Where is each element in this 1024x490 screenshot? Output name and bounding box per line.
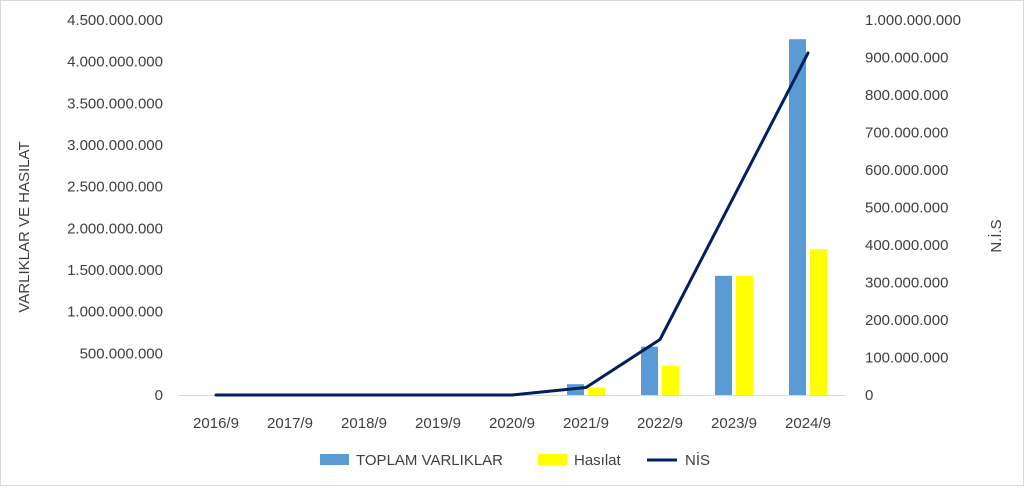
lines-group (214, 51, 810, 397)
x-tick-label: 2020/9 (489, 415, 535, 432)
x-tick-label: 2016/9 (193, 415, 239, 432)
series-line (214, 51, 810, 397)
x-tick-label: 2024/9 (785, 415, 831, 432)
y-tick-label: 3.500.000.000 (67, 95, 163, 112)
y-tick-label: 1.000.000.000 (67, 304, 163, 321)
legend-swatch (320, 454, 349, 465)
y2-tick-label: 700.000.000 (865, 125, 948, 142)
y2-axis-title: N.İ.S (987, 219, 1005, 252)
y2-tick-label: 200.000.000 (865, 312, 948, 329)
y-tick-label: 4.500.000.000 (67, 12, 163, 29)
x-tick-label: 2017/9 (267, 415, 313, 432)
bar (715, 275, 732, 395)
y-tick-label: 4.000.000.000 (67, 54, 163, 71)
y2-tick-label: 1.000.000.000 (865, 12, 961, 29)
y2-tick-label: 800.000.000 (865, 87, 948, 104)
y2-tick-label: 600.000.000 (865, 162, 948, 179)
legend: TOPLAM VARLIKLAR Hasılat NİS (320, 451, 710, 469)
y2-tick-label: 100.000.000 (865, 350, 948, 367)
bar (810, 249, 827, 395)
y-axis-title: VARLIKLAR VE HASILAT (16, 141, 33, 312)
bars-group (567, 39, 827, 396)
bar (641, 346, 658, 395)
y2-tick-label: 0 (865, 387, 873, 404)
y-tick-label: 500.000.000 (80, 345, 163, 362)
bar (736, 275, 753, 395)
x-tick-label: 2023/9 (711, 415, 757, 432)
y2-tick-label: 400.000.000 (865, 237, 948, 254)
y2-tick-label: 900.000.000 (865, 50, 948, 67)
y2-tick-label: 500.000.000 (865, 200, 948, 217)
legend-label: NİS (685, 451, 710, 469)
bar (588, 387, 605, 395)
y-tick-label: 2.000.000.000 (67, 220, 163, 237)
legend-label: Hasılat (574, 452, 622, 469)
x-tick-label: 2021/9 (563, 415, 609, 432)
x-tick-label: 2018/9 (341, 415, 387, 432)
x-tick-label: 2022/9 (637, 415, 683, 432)
x-tick-label: 2019/9 (415, 415, 461, 432)
y-tick-label: 3.000.000.000 (67, 137, 163, 154)
legend-swatch (538, 454, 567, 465)
y-tick-label: 0 (155, 387, 163, 404)
labels-group: 0 500.000.000 1.000.000.000 1.500.000.000 2.… (67, 12, 961, 432)
y-tick-label: 1.500.000.000 (67, 262, 163, 279)
bar (662, 365, 679, 395)
y2-tick-label: 300.000.000 (865, 275, 948, 292)
legend-label: TOPLAM VARLIKLAR (356, 452, 503, 469)
y-tick-label: 2.500.000.000 (67, 179, 163, 196)
bar (789, 39, 806, 396)
